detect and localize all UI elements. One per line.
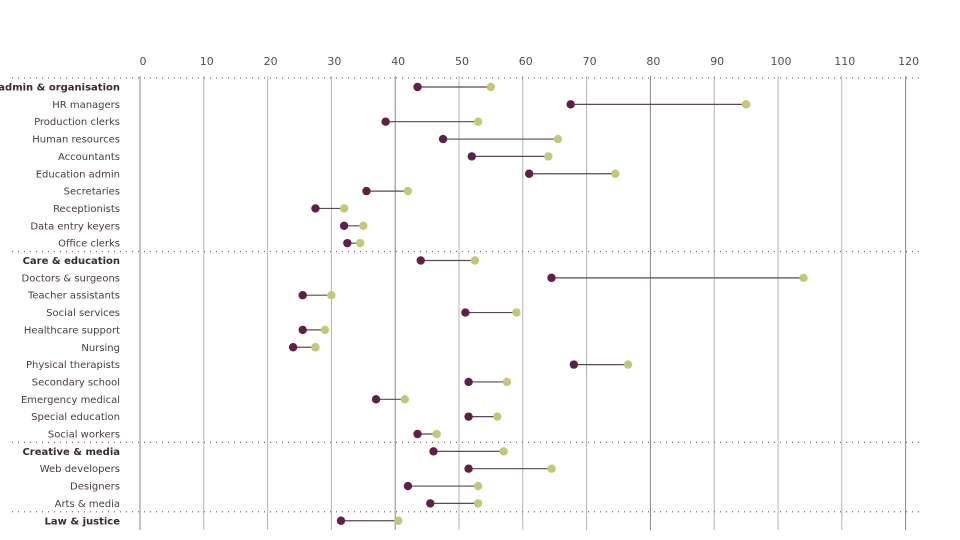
- group-label: Law & justice: [45, 516, 121, 527]
- category-label: Nursing: [81, 343, 120, 354]
- category-label: Physical therapists: [26, 360, 120, 371]
- start-point: [288, 343, 298, 352]
- end-point: [403, 186, 413, 196]
- start-point: [311, 204, 320, 213]
- end-point: [320, 325, 330, 335]
- end-point: [473, 117, 483, 126]
- x-tick-label: 10: [200, 55, 214, 68]
- end-point: [544, 152, 553, 161]
- end-point: [493, 412, 502, 421]
- x-tick-label: 90: [710, 55, 724, 68]
- category-label: Healthcare support: [24, 325, 120, 336]
- start-point: [403, 481, 413, 491]
- start-point: [524, 169, 534, 178]
- x-tick-label: 30: [327, 55, 341, 68]
- end-point: [611, 169, 620, 178]
- category-label: Designers: [70, 482, 120, 493]
- x-tick-label: 60: [519, 55, 533, 68]
- group-label: admin & organisation: [0, 83, 120, 94]
- start-point: [298, 291, 307, 300]
- x-tick-label: 110: [834, 55, 855, 68]
- category-label: Secondary school: [32, 377, 120, 388]
- category-label: Secretaries: [64, 187, 120, 198]
- end-point: [553, 134, 563, 144]
- start-point: [339, 221, 349, 230]
- end-point: [400, 395, 409, 404]
- category-label: Human resources: [32, 135, 120, 146]
- end-point: [394, 516, 403, 525]
- end-point: [499, 447, 508, 456]
- end-point: [512, 308, 521, 317]
- x-tick-label: 20: [264, 55, 278, 68]
- category-label: Office clerks: [58, 239, 120, 250]
- category-label: Special education: [31, 412, 120, 423]
- category-label: Education admin: [36, 169, 120, 180]
- start-point: [381, 117, 390, 126]
- category-label: Teacher assistants: [27, 291, 120, 302]
- category-label: Production clerks: [34, 117, 120, 128]
- category-label: Receptionists: [53, 204, 120, 215]
- start-point: [569, 360, 579, 369]
- start-point: [343, 238, 352, 248]
- x-tick-label: 120: [898, 55, 919, 68]
- end-point: [355, 238, 365, 248]
- start-point: [371, 395, 381, 404]
- x-tick-label: 50: [455, 55, 469, 68]
- start-point: [413, 429, 422, 439]
- category-label: Doctors & surgeons: [22, 273, 120, 284]
- category-label: Web developers: [40, 464, 120, 475]
- group-label: Creative & media: [22, 447, 120, 458]
- end-point: [486, 82, 496, 92]
- x-tick-label: 0: [140, 55, 147, 68]
- start-point: [464, 412, 473, 421]
- end-point: [741, 100, 751, 109]
- end-point: [799, 273, 808, 283]
- x-tick-label: 70: [583, 55, 597, 68]
- end-point: [623, 360, 633, 369]
- end-point: [473, 499, 483, 508]
- x-tick-label: 100: [771, 55, 792, 68]
- category-label: Data entry keyers: [30, 221, 120, 232]
- start-point: [467, 152, 476, 161]
- start-point: [362, 186, 371, 196]
- start-point: [298, 325, 307, 335]
- category-label: Arts & media: [55, 499, 120, 510]
- group-label: Care & education: [23, 256, 120, 267]
- category-label: Accountants: [58, 152, 120, 163]
- start-point: [438, 134, 448, 144]
- start-point: [461, 308, 470, 317]
- category-label: Social workers: [48, 430, 120, 441]
- dumbbell-marks: [288, 82, 808, 525]
- category-label: HR managers: [52, 100, 120, 111]
- x-axis-ticks: 0 10 20 30 40 50 60 70 80 90 100 110 120: [140, 55, 920, 68]
- end-point: [327, 291, 336, 300]
- end-point: [470, 256, 480, 265]
- category-label: Social services: [46, 308, 120, 319]
- end-point: [502, 377, 512, 387]
- start-point: [429, 447, 438, 456]
- start-point: [464, 377, 473, 387]
- start-point: [547, 273, 556, 283]
- category-labels: admin & organisation HR managers Productio…: [0, 83, 120, 528]
- x-tick-label: 40: [391, 55, 405, 68]
- start-point: [426, 499, 435, 508]
- start-point: [416, 256, 425, 265]
- end-point: [473, 481, 483, 491]
- end-point: [311, 343, 320, 352]
- end-point: [339, 204, 349, 213]
- category-label: Emergency medical: [21, 395, 120, 406]
- end-point: [432, 429, 441, 439]
- start-point: [464, 464, 473, 473]
- x-tick-label: 80: [646, 55, 660, 68]
- start-point: [413, 82, 422, 92]
- end-point: [359, 221, 368, 230]
- start-point: [566, 100, 575, 109]
- start-point: [336, 516, 346, 525]
- end-point: [547, 464, 556, 473]
- grid-layer: [139, 76, 907, 530]
- group-separators: [12, 77, 922, 513]
